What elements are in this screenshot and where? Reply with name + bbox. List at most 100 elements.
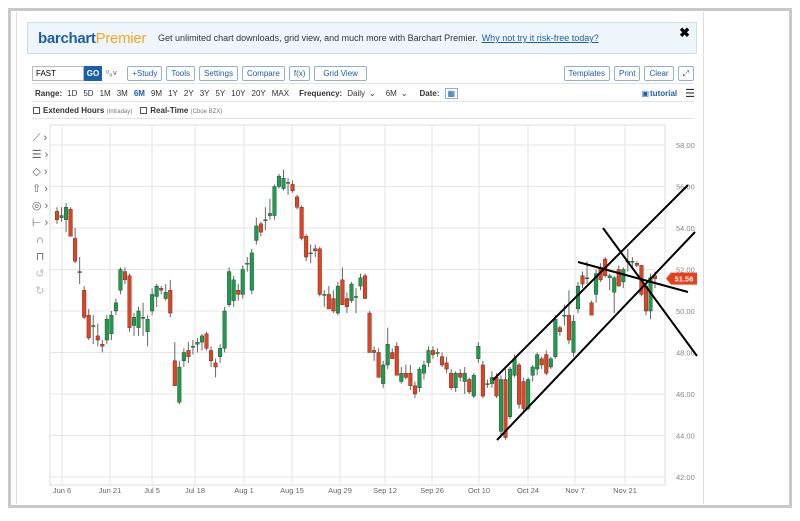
extended-hours-checkbox[interactable]: Extended Hours (Intraday) [33,106,132,115]
tools-button[interactable]: Tools [166,65,196,81]
range-option-5d[interactable]: 5D [83,88,94,98]
candle-body [390,352,395,359]
chevron-down-icon[interactable]: ⌄ [400,88,408,98]
range-option-20y[interactable]: 20Y [251,88,266,98]
range-option-max[interactable]: MAX [271,88,290,98]
candle-body [503,379,508,438]
candle-body [431,350,436,355]
barchart-logo[interactable]: barchartPremier [38,30,146,47]
calendar-icon[interactable]: ▦ [444,87,459,99]
symbol-input[interactable]: FAST [32,65,84,81]
menu-icon[interactable]: ☰ [685,87,695,100]
banner-trial-link[interactable]: Why not try it risk-free today? [481,33,599,43]
divider [32,118,694,119]
y-tick-label: 46.00 [676,390,695,399]
candle-body [508,368,513,418]
add-study-button[interactable]: +Study [127,65,163,81]
range-option-6m[interactable]: 6M [133,88,145,98]
candle-body [127,275,132,328]
range-option-9m[interactable]: 9M [150,88,163,98]
lock-icon[interactable]: ⊓ [35,251,45,263]
x-tick-label: Jul 5 [144,486,160,495]
candle-body [154,285,159,297]
range-label: Range: [35,88,63,98]
range-option-1d[interactable]: 1D [67,88,78,98]
candle [286,178,291,195]
candle-body [136,310,141,328]
candle [634,261,639,268]
candle [471,373,476,399]
shape-tool-icon[interactable]: ◇ › [32,166,48,178]
magnet-icon[interactable]: ∩ [36,234,44,246]
candle [467,377,472,394]
settings-button[interactable]: Settings [199,65,238,81]
range-option-2y[interactable]: 2Y [183,88,194,98]
candle [354,288,359,314]
candle [136,306,141,336]
candle [580,271,585,289]
x-tick-label: Oct 24 [517,486,539,495]
candle-body [113,302,118,312]
chevron-down-icon[interactable]: ⌄ [369,88,376,98]
chart-type-dropdown[interactable]: ⁰₀˅ [106,68,118,78]
candle-body [64,207,69,220]
candle [186,342,191,363]
candle-body [159,287,164,291]
real-time-checkbox[interactable]: Real-Time (Cboe BZX) [140,106,222,115]
range-option-3y[interactable]: 3Y [199,88,210,98]
range-option-3m[interactable]: 3M [116,88,128,98]
last-price-badge [666,272,697,285]
banner-text: Get unlimited chart downloads, grid view… [158,33,478,43]
arrow-tool-icon[interactable]: ⇧ › [32,183,48,195]
trendline-drawing [577,261,689,293]
candle-body [77,271,82,273]
candle-body [485,383,490,385]
candle [616,265,621,287]
compare-button[interactable]: Compare [241,65,285,81]
candle-body [403,373,408,378]
candle-body [512,358,517,376]
measure-tool-icon[interactable]: ⊢ › [31,217,49,229]
period-dropdown[interactable]: 6M [385,88,397,98]
expand-icon[interactable]: ⤢ [677,65,694,81]
candle [317,246,322,297]
candle [376,348,381,378]
candle-body [417,368,422,388]
candle [95,323,100,347]
frequency-dropdown[interactable]: Daily [347,88,365,98]
candle-body [240,269,245,295]
candle [245,257,250,272]
range-option-1y[interactable]: 1Y [168,88,178,98]
candle [263,207,268,231]
print-button[interactable]: Print [614,65,641,81]
candle [313,244,318,258]
candle [594,269,599,303]
fx-button[interactable]: f(x) [288,65,311,81]
y-tick-label: 58.00 [676,141,695,150]
redo-icon[interactable]: ↻ [35,285,45,297]
candle [358,273,363,291]
go-button[interactable]: GO [84,65,102,81]
close-icon[interactable]: ✖ [679,25,690,40]
candle-body [340,279,345,305]
tutorial-link[interactable]: tutorial [650,88,678,98]
templates-button[interactable]: Templates [563,65,611,81]
undo-icon[interactable]: ↺ [35,268,45,280]
tutorial-icon[interactable]: ▣ [641,88,650,98]
line-tool-icon[interactable]: ⟋ › [32,132,48,144]
range-option-10y[interactable]: 10Y [231,88,246,98]
grid-view-button[interactable]: Grid View [314,65,367,81]
range-option-5y[interactable]: 5Y [215,88,226,98]
candle-body [213,362,218,368]
y-tick-label: 48.00 [676,349,695,358]
trendline-drawing [492,184,689,381]
circle-tool-icon[interactable]: ◎ › [31,200,49,212]
fib-tool-icon[interactable]: ☰ › [31,149,49,161]
clear-button[interactable]: Clear [644,65,674,81]
candle-body [313,248,318,252]
candle [240,265,245,299]
candle [154,284,159,307]
candle-body [358,277,363,287]
range-option-1m[interactable]: 1M [99,88,111,98]
